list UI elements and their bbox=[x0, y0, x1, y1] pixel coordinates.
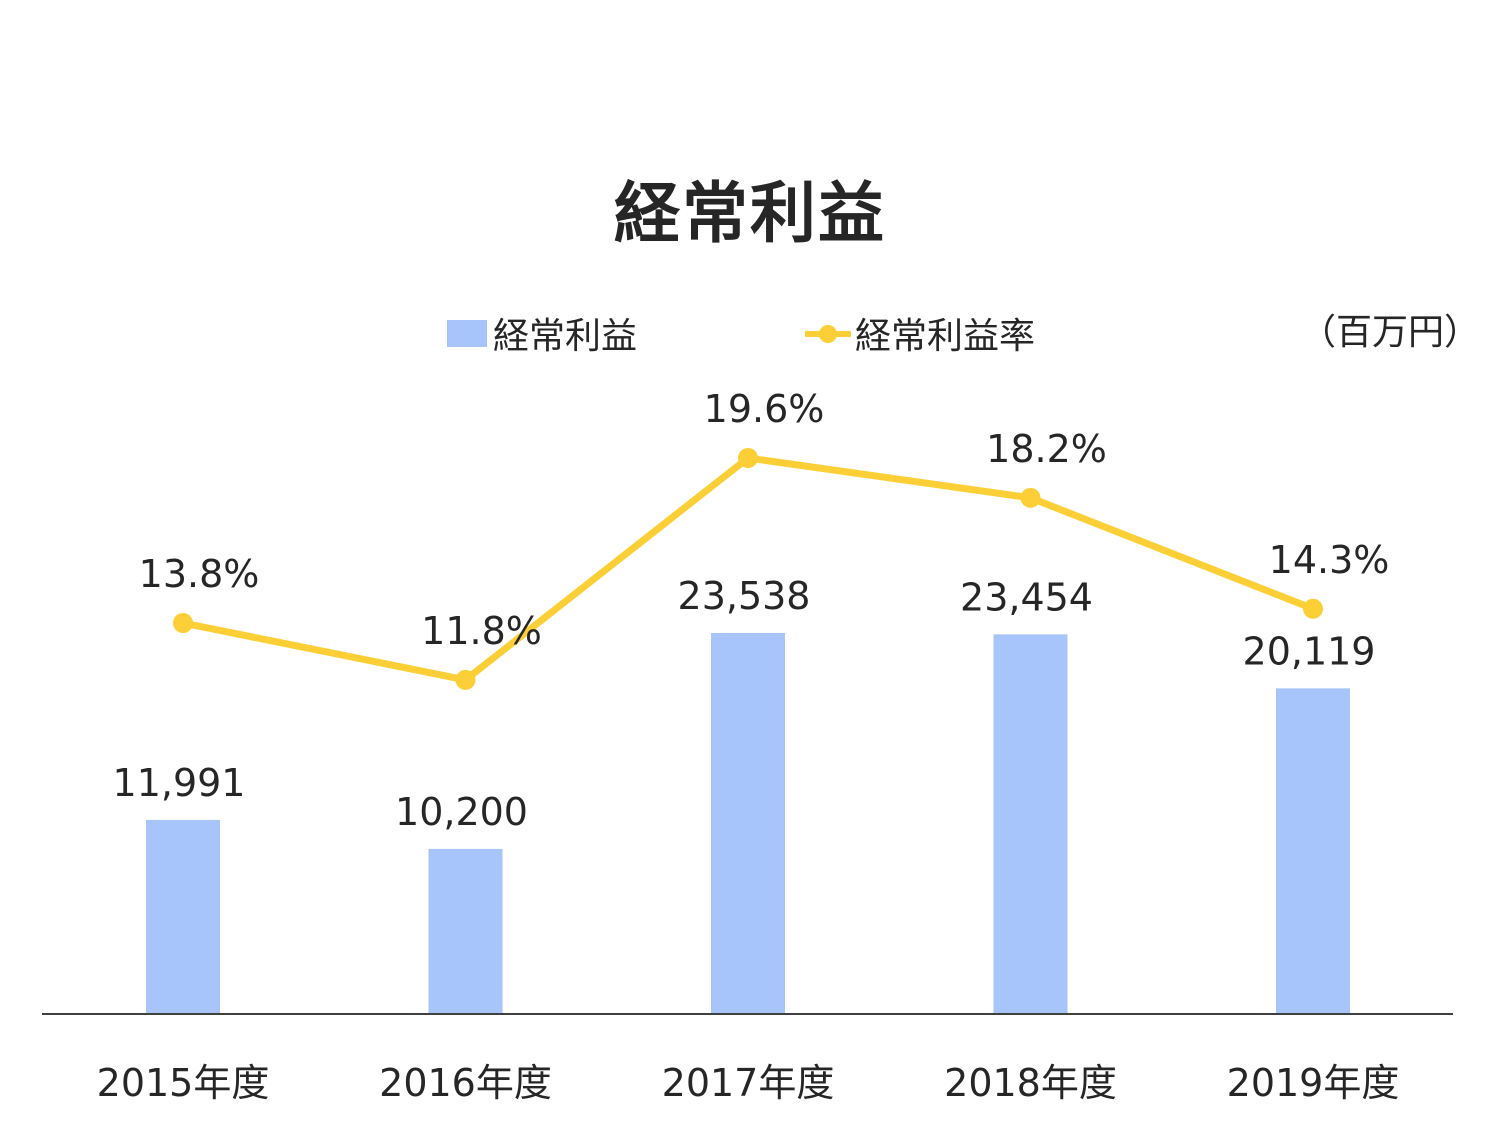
bar-value-label: 10,200 bbox=[395, 790, 528, 834]
line-point bbox=[1020, 487, 1041, 508]
legend-line-label: 経常利益率 bbox=[855, 316, 1036, 357]
line-value-label: 14.3% bbox=[1269, 538, 1390, 582]
line-value-label: 13.8% bbox=[139, 552, 260, 596]
legend-item-bar: 経常利益 bbox=[447, 308, 637, 358]
chart-title: 経常利益 bbox=[614, 175, 886, 252]
line-point bbox=[738, 447, 758, 468]
legend-item-line: 経常利益率 bbox=[805, 308, 1035, 358]
bar-2017年度 bbox=[711, 633, 785, 1014]
legend-bar-swatch-icon bbox=[447, 319, 487, 347]
bar-2019年度 bbox=[1276, 688, 1350, 1014]
line-point bbox=[173, 613, 193, 633]
bar-value-label: 20,119 bbox=[1243, 629, 1376, 673]
legend-line-swatch-icon bbox=[805, 321, 851, 345]
bar-2015年度 bbox=[146, 819, 220, 1014]
bar-value-label: 11,991 bbox=[113, 761, 246, 805]
line-value-label: 18.2% bbox=[986, 427, 1107, 471]
x-tick-label: 2016年度 bbox=[379, 1061, 552, 1105]
legend-bar-label: 経常利益 bbox=[493, 316, 638, 357]
bar-2018年度 bbox=[993, 634, 1068, 1014]
labels-layer: 11,991 13.8% 10,200 11.8% 23,538 19.6% 23,454 1… bbox=[113, 387, 1390, 834]
bar-value-label: 23,538 bbox=[678, 574, 811, 618]
bars-layer bbox=[146, 633, 1350, 1014]
line-value-label: 19.6% bbox=[704, 387, 825, 431]
line-point bbox=[1303, 598, 1323, 619]
x-tick-label: 2019年度 bbox=[1227, 1061, 1400, 1105]
line-layer bbox=[173, 447, 1323, 690]
unit-label: （百万円） bbox=[1300, 312, 1481, 353]
x-tick-label: 2015年度 bbox=[97, 1061, 270, 1105]
line-point bbox=[455, 669, 476, 690]
x-tick-labels: 2015年度 2016年度 2017年度 2018年度 2019年度 bbox=[97, 1061, 1400, 1105]
bar-2016年度 bbox=[428, 848, 503, 1014]
bar-value-label: 23,454 bbox=[960, 575, 1093, 619]
line-value-label: 11.8% bbox=[421, 609, 542, 653]
x-tick-label: 2017年度 bbox=[662, 1061, 835, 1105]
x-tick-label: 2018年度 bbox=[944, 1061, 1117, 1105]
